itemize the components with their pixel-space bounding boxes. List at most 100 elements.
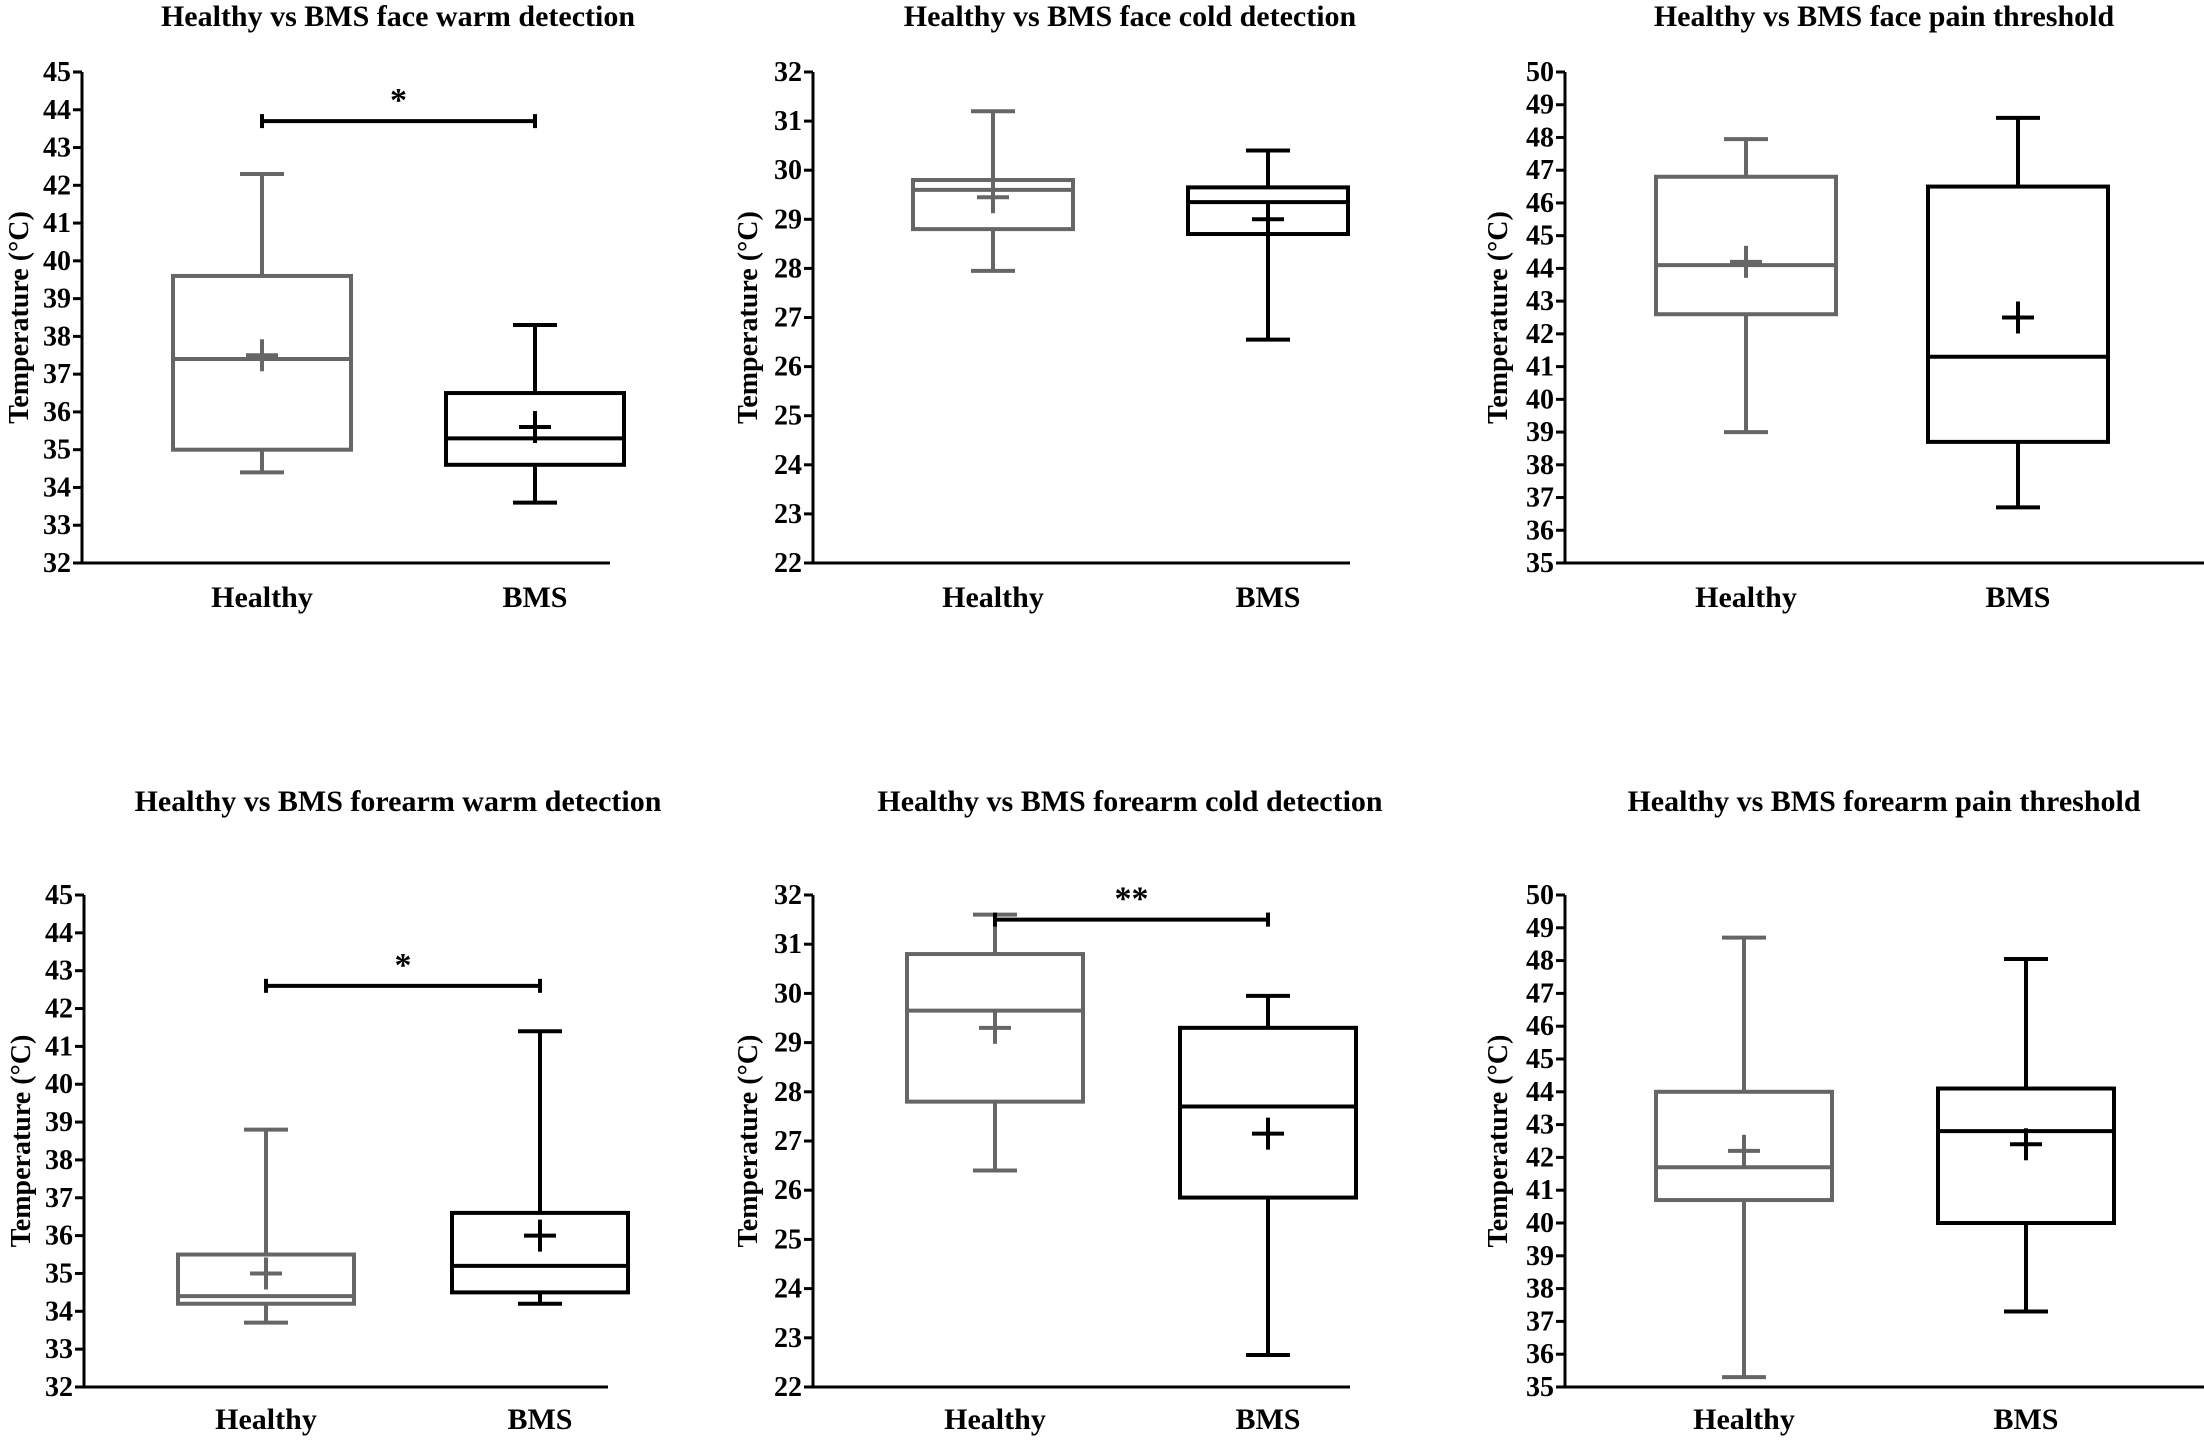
y-tick-label: 43 <box>1526 1110 1554 1141</box>
iqr-box <box>1654 174 1838 317</box>
chart-title: Healthy vs BMS face cold detection <box>904 0 1357 33</box>
y-tick-label: 32 <box>45 1372 73 1403</box>
box-healthy <box>905 912 1085 1173</box>
y-tick-label: 27 <box>774 303 802 334</box>
y-tick-label: 38 <box>1526 1274 1554 1305</box>
chart-title: Healthy vs BMS forearm cold detection <box>877 785 1383 818</box>
x-category-label: Healthy <box>1693 1403 1795 1436</box>
y-tick-label: 22 <box>774 1372 802 1403</box>
chart-title: Healthy vs BMS forearm warm detection <box>135 785 662 818</box>
x-category-label: Healthy <box>942 581 1044 614</box>
box-healthy <box>1654 137 1838 435</box>
significance-label: * <box>395 947 412 984</box>
chart-panel: Healthy vs BMS face cold detection Temper… <box>733 0 1357 614</box>
y-tick-label: 30 <box>774 155 802 186</box>
y-tick-label: 33 <box>45 1334 73 1365</box>
y-tick-label: 40 <box>43 246 71 277</box>
y-tick-label: 41 <box>45 1031 73 1062</box>
y-tick-label: 38 <box>43 321 71 352</box>
y-tick-label: 38 <box>1526 450 1554 481</box>
y-tick-label: 47 <box>1526 155 1554 186</box>
y-tick-label: 43 <box>1526 286 1554 317</box>
significance-bracket: ** <box>993 881 1270 927</box>
iqr-box <box>1178 1025 1358 1200</box>
y-tick-label: 45 <box>45 880 73 911</box>
y-tick-label: 29 <box>774 1028 802 1059</box>
x-category-label: BMS <box>1235 1403 1300 1436</box>
chart-panel: Healthy vs BMS forearm pain threshold Tem… <box>1483 785 2204 1436</box>
y-tick-label: 32 <box>774 57 802 88</box>
y-tick-label: 32 <box>43 548 71 579</box>
y-tick-label: 35 <box>45 1258 73 1289</box>
iqr-box <box>905 952 1085 1104</box>
y-tick-label: 40 <box>1526 384 1554 415</box>
y-axis-label: Temperature (°C) <box>1483 211 1514 424</box>
iqr-box <box>171 273 353 452</box>
y-tick-label: 41 <box>1526 352 1554 383</box>
y-tick-label: 49 <box>1526 913 1554 944</box>
chart-panel: Healthy vs BMS face warm detection Temper… <box>4 0 635 614</box>
y-tick-label: 32 <box>774 880 802 911</box>
iqr-box <box>444 391 626 467</box>
y-tick-label: 44 <box>1526 253 1554 284</box>
y-tick-label: 27 <box>774 1126 802 1157</box>
box-healthy <box>911 109 1075 273</box>
y-tick-label: 37 <box>45 1183 73 1214</box>
y-tick-label: 34 <box>43 472 71 503</box>
box-healthy <box>171 171 353 475</box>
box-bms <box>1186 148 1350 342</box>
y-tick-label: 24 <box>774 1274 802 1305</box>
y-tick-label: 39 <box>1526 417 1554 448</box>
y-tick-label: 31 <box>774 106 802 137</box>
y-tick-label: 36 <box>1526 515 1554 546</box>
significance-bracket: * <box>260 82 537 129</box>
y-tick-label: 46 <box>1526 1011 1554 1042</box>
box-healthy <box>176 1127 356 1325</box>
iqr-box <box>176 1252 356 1306</box>
y-tick-label: 48 <box>1526 122 1554 153</box>
y-tick-label: 35 <box>43 435 71 466</box>
chart-title: Healthy vs BMS forearm pain threshold <box>1627 785 2140 818</box>
y-tick-label: 42 <box>1526 1142 1554 1173</box>
y-tick-label: 37 <box>1526 483 1554 514</box>
y-axis-label: Temperature (°C) <box>1483 1035 1514 1248</box>
y-axis-label: Temperature (°C) <box>4 211 35 424</box>
y-tick-label: 45 <box>43 57 71 88</box>
y-tick-label: 26 <box>774 352 802 383</box>
y-tick-label: 37 <box>43 359 71 390</box>
y-tick-label: 43 <box>45 956 73 987</box>
y-tick-label: 22 <box>774 548 802 579</box>
y-tick-label: 46 <box>1526 188 1554 219</box>
iqr-box <box>1936 1086 2116 1226</box>
chart-title: Healthy vs BMS face warm detection <box>161 0 635 33</box>
box-bms <box>1926 115 2110 510</box>
y-tick-label: 45 <box>1526 221 1554 252</box>
y-tick-label: 36 <box>45 1221 73 1252</box>
y-tick-label: 36 <box>43 397 71 428</box>
box-bms <box>1178 993 1358 1358</box>
y-tick-label: 50 <box>1526 57 1554 88</box>
chart-panel: Healthy vs BMS forearm cold detection Tem… <box>733 785 1383 1436</box>
y-tick-label: 28 <box>774 253 802 284</box>
box-bms <box>450 1029 630 1306</box>
y-tick-label: 47 <box>1526 978 1554 1009</box>
significance-label: * <box>390 82 407 119</box>
y-tick-label: 49 <box>1526 90 1554 121</box>
x-category-label: BMS <box>507 1403 572 1436</box>
y-tick-label: 35 <box>1526 548 1554 579</box>
y-tick-label: 36 <box>1526 1339 1554 1370</box>
y-tick-label: 38 <box>45 1145 73 1176</box>
significance-bracket: * <box>264 947 542 993</box>
iqr-box <box>1654 1089 1834 1203</box>
y-tick-label: 39 <box>43 284 71 315</box>
y-tick-label: 37 <box>1526 1306 1554 1337</box>
y-tick-label: 42 <box>45 994 73 1025</box>
box-bms <box>1936 956 2116 1314</box>
chart-title: Healthy vs BMS face pain threshold <box>1654 0 2115 33</box>
iqr-box <box>911 178 1075 232</box>
y-axis-label: Temperature (°C) <box>6 1035 37 1248</box>
chart-panel: Healthy vs BMS forearm warm detection Tem… <box>6 785 662 1436</box>
chart-panel: Healthy vs BMS face pain threshold Temper… <box>1483 0 2204 614</box>
